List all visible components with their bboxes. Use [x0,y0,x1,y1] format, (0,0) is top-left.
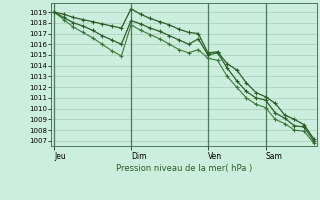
X-axis label: Pression niveau de la mer( hPa ): Pression niveau de la mer( hPa ) [116,164,252,173]
